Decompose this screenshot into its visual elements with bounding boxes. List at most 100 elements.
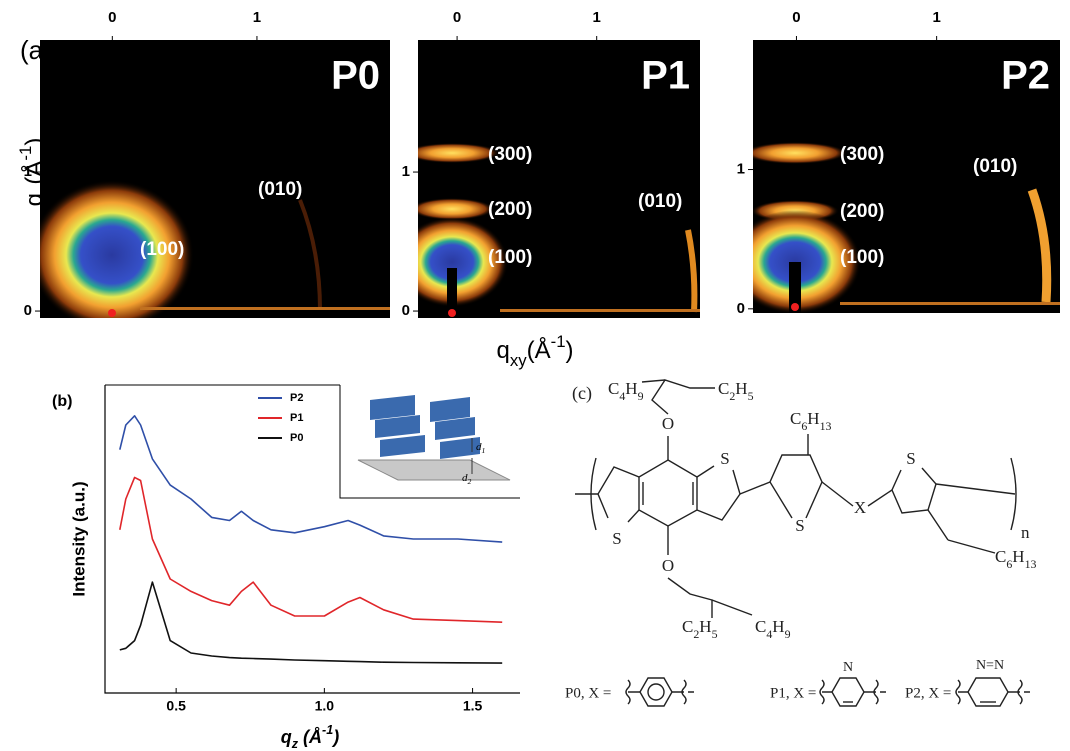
linker-rings — [625, 677, 1030, 707]
formula: C4H9 — [755, 617, 791, 641]
text-part: q — [21, 193, 48, 206]
y-axis-label: Intensity (a.u.) — [69, 481, 88, 596]
text-part: z — [35, 185, 54, 193]
x-tick-label: 1.5 — [463, 698, 483, 714]
text-part: C — [608, 379, 619, 398]
x-tick-label: 0 — [108, 9, 116, 26]
beam-center — [448, 309, 456, 317]
text-part: xy — [510, 351, 527, 370]
formula: C4H9 — [608, 379, 644, 403]
text-part: (Å — [20, 161, 48, 185]
x-tick-label: 1 — [253, 9, 261, 26]
atom: S — [612, 529, 621, 548]
x-tick-label: 1 — [593, 9, 601, 26]
x-tick-label: 1 — [932, 9, 940, 26]
text-part: q — [281, 727, 292, 747]
atom: X — [854, 498, 866, 517]
peak-label: (300) — [840, 144, 884, 165]
text-part: H — [1012, 547, 1024, 566]
inset-label: d1 — [476, 441, 486, 456]
x-tick-label: 0 — [453, 9, 461, 26]
text-part: C — [682, 617, 693, 636]
peak-label: (200) — [488, 199, 532, 220]
image-p1 — [418, 40, 700, 318]
text-part: C — [755, 617, 766, 636]
y-tick-label: 1 — [737, 161, 745, 178]
frame — [105, 384, 520, 499]
peak-label: (300) — [488, 144, 532, 165]
x-tick-label: 1.0 — [315, 698, 335, 714]
series-line — [119, 581, 503, 664]
peak-label: (010) — [973, 156, 1017, 177]
peak-label: (010) — [258, 179, 302, 200]
text-part: H — [699, 617, 711, 636]
series-line — [119, 476, 503, 623]
y-tick-label: 0 — [402, 302, 410, 319]
chemical-structure — [575, 379, 1017, 618]
text-part: 2 — [729, 389, 735, 403]
text-part: d — [476, 441, 482, 453]
text-part: 1 — [482, 446, 486, 455]
text-part: 4 — [766, 627, 772, 641]
x-tick-label: 0 — [792, 9, 800, 26]
y-tick-label: 1 — [402, 163, 410, 180]
text-part: ) — [21, 138, 48, 146]
atom: S — [720, 449, 729, 468]
atom: S — [906, 449, 915, 468]
text-part: z — [291, 737, 299, 751]
inset-illustration — [357, 395, 511, 481]
text-part: C — [718, 379, 729, 398]
formula: C2H5 — [718, 379, 754, 403]
text-part: d — [462, 472, 468, 484]
formula: C2H5 — [682, 617, 718, 641]
inset-label: d2 — [462, 472, 472, 487]
peak-label: (010) — [638, 191, 682, 212]
text-part: 2 — [693, 627, 699, 641]
legend-label: P0 — [290, 432, 303, 444]
panel-label: (b) — [52, 393, 72, 410]
text-part: (Å — [298, 727, 322, 747]
atom: N=N — [976, 658, 1004, 673]
beam-center — [108, 309, 116, 317]
y-axis-label: qz(Å-1) — [16, 138, 54, 207]
text-part: 2 — [468, 477, 472, 486]
y-tick-label: 0 — [737, 300, 745, 317]
plot-title: P0 — [331, 54, 380, 98]
axis — [104, 385, 520, 694]
beam-center — [791, 303, 799, 311]
legend-label: P1 — [290, 412, 303, 424]
repeat-index: n — [1021, 523, 1030, 542]
plot-title: P1 — [641, 54, 690, 98]
panel-label: (c) — [572, 383, 592, 404]
peak-label: (100) — [840, 247, 884, 268]
peak-label: (100) — [140, 239, 184, 260]
variant-label: P2, X = — [905, 685, 951, 701]
y-tick-label: 0 — [24, 302, 32, 319]
text-part: 9 — [785, 627, 791, 641]
text-part: H — [772, 617, 784, 636]
text-part: ) — [566, 337, 574, 364]
text-part: -1 — [551, 332, 566, 351]
atom: O — [662, 556, 674, 575]
text-part: q — [496, 337, 509, 364]
text-part: -1 — [16, 146, 35, 161]
series-line — [119, 415, 503, 543]
text-part: H — [735, 379, 747, 398]
y-tick-label: 1 — [24, 163, 32, 180]
text-part: H — [807, 409, 819, 428]
variant-label: P0, X = — [565, 685, 611, 701]
atom: O — [662, 414, 674, 433]
plot-title: P2 — [1001, 54, 1050, 98]
formula: C6H13 — [995, 547, 1037, 571]
variant-label: P1, X = — [770, 685, 816, 701]
text-part: 5 — [748, 389, 754, 403]
text-part: 5 — [712, 627, 718, 641]
x-axis-label: qz (Å-1) — [281, 723, 340, 751]
x-tick-label: 0.5 — [166, 698, 186, 714]
peak-label: (200) — [840, 201, 884, 222]
text-part: 13 — [1025, 557, 1037, 571]
text-part: C — [995, 547, 1006, 566]
